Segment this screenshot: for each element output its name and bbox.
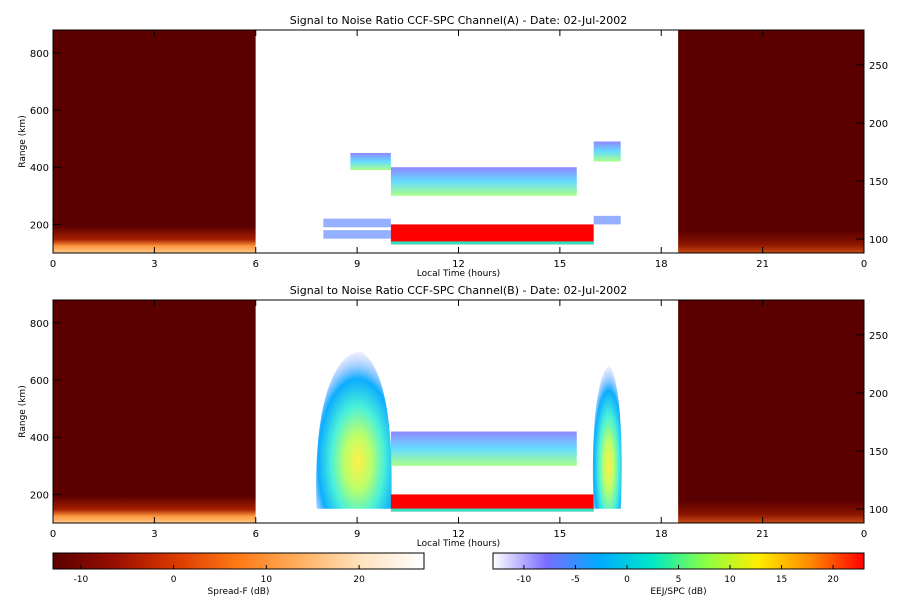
colorbar-label: Spread-F (dB) <box>208 587 270 597</box>
panel-b: Signal to Noise Ratio CCF-SPC Channel(B)… <box>18 284 888 549</box>
y-tick-label: 600 <box>30 376 49 387</box>
colorbar-tick-label: 20 <box>353 575 365 585</box>
colorbar-tick-label: 0 <box>624 575 630 585</box>
x-tick-label: 21 <box>756 259 769 270</box>
chart-title: Signal to Noise Ratio CCF-SPC Channel(A)… <box>290 14 628 27</box>
feature-eej-2-edge <box>390 508 594 512</box>
colorbar-tick-label: 10 <box>724 575 736 585</box>
colorbar-tick-label: 0 <box>171 575 177 585</box>
y-tick-label: 600 <box>30 106 49 117</box>
region-spread-f-early <box>53 300 256 523</box>
y-tick-label: 400 <box>30 433 49 444</box>
y2-tick-label: 200 <box>869 389 888 400</box>
x-tick-label: 3 <box>151 529 157 540</box>
feature-layer-2 <box>323 218 391 228</box>
x-tick-label: 21 <box>756 529 769 540</box>
colorbar-tick-label: -10 <box>73 575 88 585</box>
feature-layer-6 <box>593 215 621 225</box>
x-tick-label: 0 <box>861 529 867 540</box>
feature-eej-4 <box>390 224 594 245</box>
feature-eej-2 <box>390 494 594 512</box>
feature-plume-0 <box>316 351 392 509</box>
colorbar-tick-label: 10 <box>261 575 273 585</box>
colorbar-spread-f: -10 0 10 20 Spread-F (dB) <box>52 552 425 597</box>
x-tick-label: 3 <box>151 259 157 270</box>
x-tick-label: 6 <box>253 259 259 270</box>
y-tick-label: 200 <box>30 220 49 231</box>
feature-plume-3 <box>592 365 622 509</box>
x-tick-label: 0 <box>861 259 867 270</box>
colorbar-tick-label: 20 <box>827 575 839 585</box>
region-spread-f-late <box>678 300 864 523</box>
y-tick-label: 800 <box>30 49 49 60</box>
chart-title: Signal to Noise Ratio CCF-SPC Channel(B)… <box>290 284 628 297</box>
y-tick-label: 200 <box>30 490 49 501</box>
x-tick-label: 12 <box>452 529 465 540</box>
feature-scatter-0 <box>350 152 391 171</box>
colorbar-tick-label: -5 <box>571 575 580 585</box>
feature-scatter-1 <box>390 167 577 196</box>
colorbar-tick-label: 5 <box>676 575 682 585</box>
colorbar-fill <box>52 552 425 570</box>
colorbar-label: EEJ/SPC (dB) <box>650 587 706 597</box>
y-axis-label: Range (km) <box>18 385 28 437</box>
x-axis-label: Local Time (hours) <box>417 269 500 279</box>
feature-layer-3 <box>323 230 391 239</box>
region-spread-f-late <box>678 30 864 253</box>
x-tick-label: 18 <box>655 259 668 270</box>
y2-tick-label: 200 <box>869 119 888 130</box>
x-tick-label: 12 <box>452 259 465 270</box>
y2-tick-label: 150 <box>869 177 888 188</box>
y2-tick-label: 150 <box>869 447 888 458</box>
x-tick-label: 0 <box>50 529 56 540</box>
colorbar-tick-label: -10 <box>517 575 532 585</box>
x-tick-label: 15 <box>554 259 567 270</box>
feature-scatter-5 <box>593 141 621 162</box>
y2-tick-label: 100 <box>869 505 888 516</box>
y2-tick-label: 250 <box>869 331 888 342</box>
y2-tick-label: 250 <box>869 61 888 72</box>
y-axis-label: Range (km) <box>18 115 28 167</box>
y2-tick-label: 100 <box>869 235 888 246</box>
x-tick-label: 9 <box>354 529 360 540</box>
x-tick-label: 6 <box>253 529 259 540</box>
x-tick-label: 18 <box>655 529 668 540</box>
panel-a: Signal to Noise Ratio CCF-SPC Channel(A)… <box>18 14 888 279</box>
x-tick-label: 15 <box>554 529 567 540</box>
feature-eej-4-edge <box>390 241 594 245</box>
feature-scatter-1 <box>390 431 577 466</box>
x-axis-label: Local Time (hours) <box>417 539 500 549</box>
x-tick-label: 0 <box>50 259 56 270</box>
region-spread-f-early <box>53 30 256 253</box>
y-tick-label: 800 <box>30 319 49 330</box>
y-tick-label: 400 <box>30 163 49 174</box>
colorbar-eej: -10 -5 0 5 10 15 20 EEJ/SPC (dB) <box>492 552 865 597</box>
x-tick-label: 9 <box>354 259 360 270</box>
colorbar-tick-label: 15 <box>776 575 787 585</box>
